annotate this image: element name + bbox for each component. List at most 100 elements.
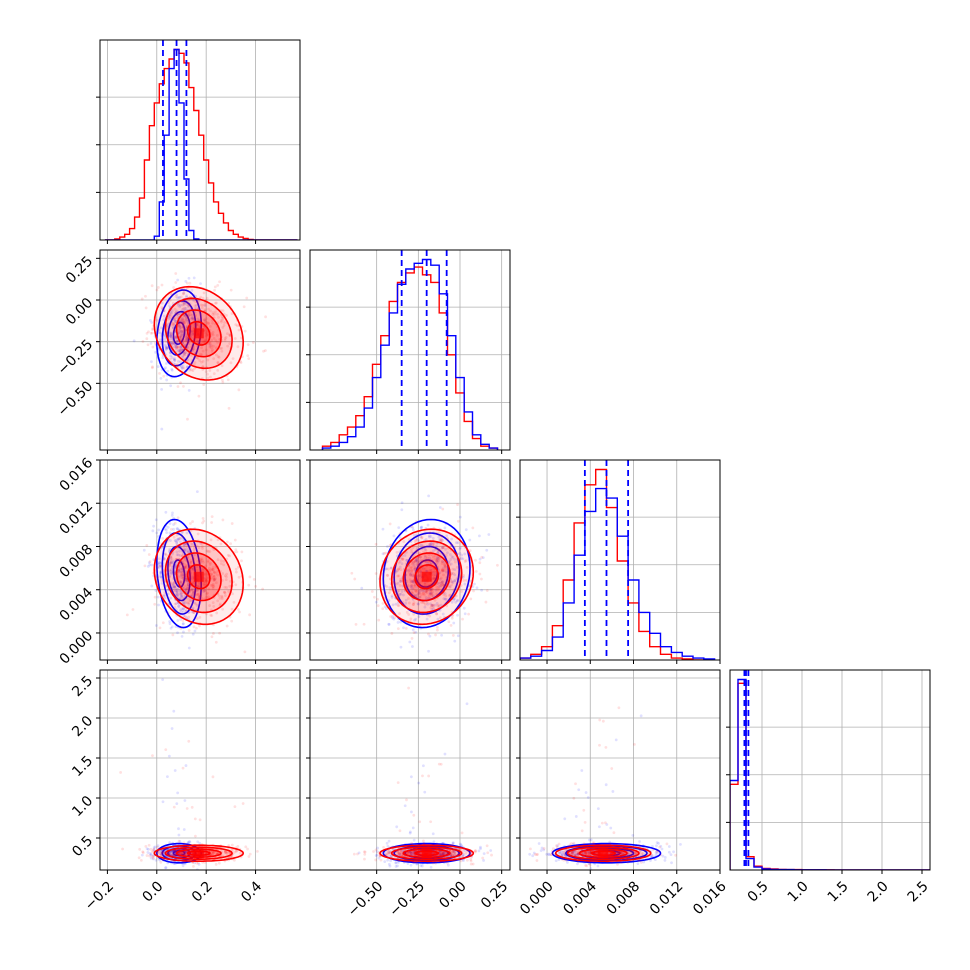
scatter-point: [363, 852, 367, 856]
scatter-point: [213, 312, 216, 316]
scatter-point: [182, 614, 186, 618]
scatter-point: [392, 580, 396, 584]
scatter-point: [219, 562, 223, 566]
scatter-point: [444, 567, 448, 571]
scatter-point: [441, 569, 445, 573]
scatter-point: [185, 281, 189, 285]
scatter-point: [243, 329, 247, 333]
scatter-point: [243, 650, 247, 654]
scatter-point: [229, 579, 232, 583]
scatter-point: [435, 559, 439, 562]
scatter-point: [152, 854, 156, 858]
scatter-point: [202, 519, 206, 523]
scatter-point: [198, 615, 202, 619]
scatter-point: [171, 586, 175, 590]
scatter-point: [614, 738, 618, 742]
scatter-point: [219, 319, 223, 323]
scatter-point: [176, 385, 180, 388]
scatter-point: [182, 291, 186, 295]
scatter-point: [192, 625, 196, 629]
scatter-point: [169, 336, 173, 340]
scatter-point: [531, 854, 535, 858]
scatter-point: [441, 852, 445, 856]
scatter-point: [200, 360, 203, 364]
scatter-point: [178, 351, 182, 355]
scatter-point: [467, 612, 471, 616]
scatter-point: [188, 545, 192, 549]
scatter-point: [434, 633, 437, 637]
scatter-point: [160, 851, 164, 855]
scatter-point: [431, 832, 435, 836]
scatter-point: [187, 550, 190, 554]
scatter-point: [183, 306, 187, 310]
scatter-point: [411, 628, 415, 632]
scatter-point: [158, 565, 161, 569]
scatter-point: [173, 585, 177, 589]
scatter-point: [189, 522, 192, 525]
scatter-point: [173, 307, 177, 311]
scatter-point: [220, 346, 224, 350]
scatter-point: [431, 587, 435, 591]
scatter-point: [433, 573, 437, 576]
scatter-point: [215, 611, 219, 615]
scatter-point: [175, 345, 178, 349]
scatter-point: [197, 394, 201, 398]
scatter-point: [185, 545, 188, 548]
scatter-point: [479, 845, 482, 849]
scatter-point: [440, 560, 444, 563]
scatter-point: [145, 337, 149, 341]
scatter-point: [203, 580, 207, 583]
scatter-point: [376, 604, 380, 608]
scatter-points-series_a: [360, 494, 491, 653]
scatter-point: [443, 592, 447, 596]
scatter-point: [150, 584, 154, 588]
scatter-point: [444, 565, 448, 569]
scatter-point: [182, 351, 186, 355]
scatter-point: [247, 583, 251, 587]
scatter-point: [211, 585, 215, 589]
scatter-point: [450, 555, 454, 559]
scatter-point: [212, 632, 215, 635]
scatter-point: [175, 541, 179, 545]
scatter-point: [151, 855, 154, 858]
scatter-point: [423, 790, 427, 794]
scatter-point: [404, 551, 408, 554]
scatter-point: [456, 541, 460, 545]
scatter-point: [184, 574, 188, 578]
scatter-point: [437, 559, 441, 562]
scatter-point: [450, 616, 454, 620]
scatter-point: [159, 860, 163, 864]
scatter-point: [221, 378, 224, 382]
scatter-point: [181, 330, 185, 334]
scatter-point: [449, 562, 453, 566]
scatter-point: [451, 634, 455, 637]
scatter-point: [356, 852, 359, 856]
scatter-point: [386, 851, 390, 855]
scatter-point: [424, 558, 428, 562]
scatter-point: [175, 340, 178, 343]
scatter-point: [478, 557, 482, 561]
scatter-point: [432, 541, 436, 545]
scatter-point: [185, 587, 188, 590]
scatter-point: [198, 582, 202, 586]
scatter-point: [434, 588, 438, 592]
scatter-point: [216, 312, 219, 316]
scatter-point: [208, 343, 212, 347]
scatter-point: [187, 276, 191, 280]
scatter-point: [184, 588, 188, 591]
scatter-point: [450, 572, 454, 575]
scatter-point: [176, 324, 180, 327]
scatter-point: [428, 634, 432, 638]
scatter-point: [163, 343, 167, 347]
scatter-point: [660, 847, 664, 851]
scatter-point: [388, 544, 392, 547]
scatter-point: [166, 525, 170, 529]
scatter-point: [453, 597, 457, 600]
scatter-point: [545, 852, 549, 856]
scatter-point: [445, 534, 449, 538]
scatter-point: [195, 589, 199, 592]
scatter-point: [239, 851, 242, 855]
scatter-point: [182, 566, 185, 569]
scatter-point: [444, 570, 448, 574]
scatter-point: [184, 542, 188, 546]
